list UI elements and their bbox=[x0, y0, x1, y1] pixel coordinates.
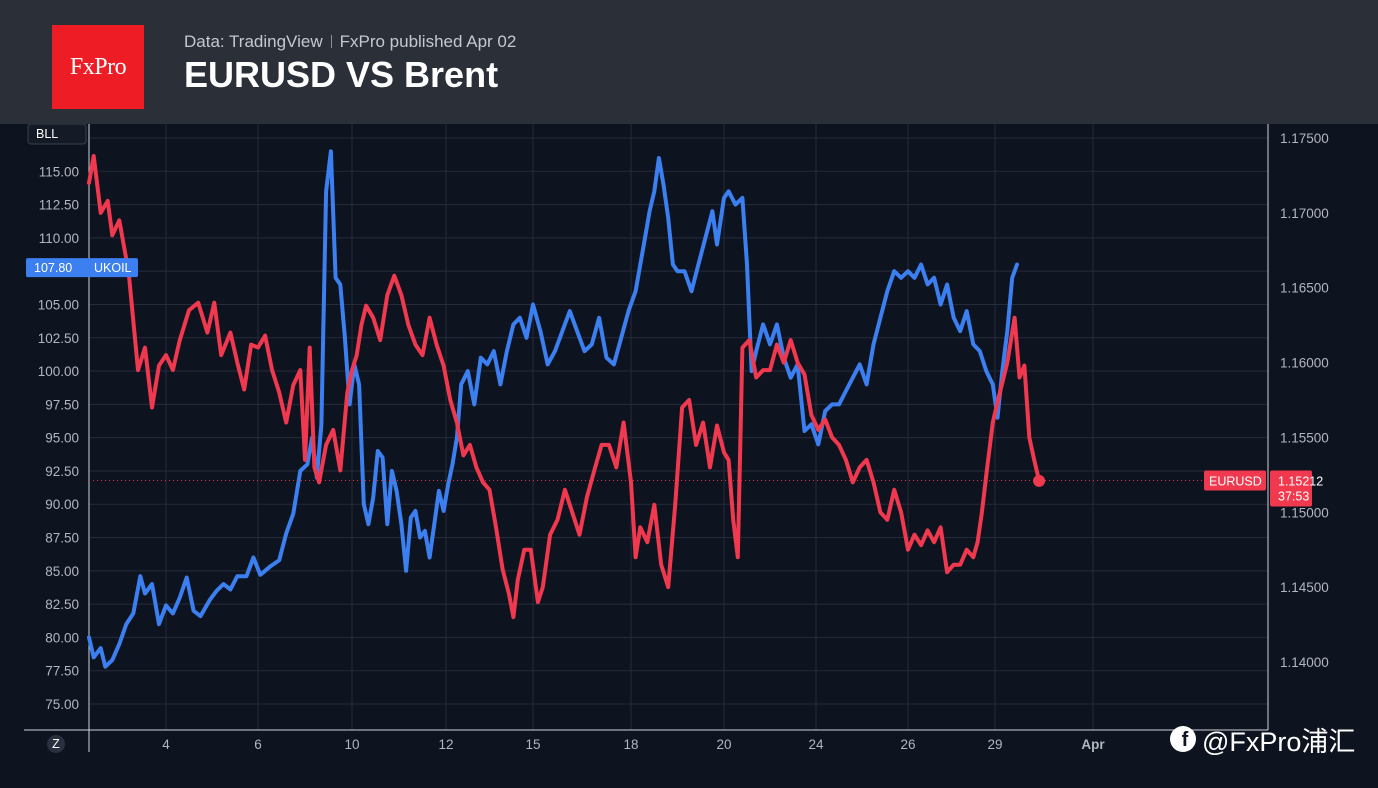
left-tick-label: 75.00 bbox=[45, 697, 79, 712]
series-line-ukoil bbox=[87, 149, 1019, 669]
axis-title-text: BLL bbox=[36, 127, 58, 141]
eurusd-countdown: 37:53 bbox=[1278, 490, 1309, 504]
ukoil-tag-box bbox=[26, 258, 138, 278]
separator bbox=[330, 35, 332, 48]
x-tick-label: 20 bbox=[716, 737, 731, 752]
axis-layer: 117.50115.00112.50110.00107.50105.00102.… bbox=[24, 124, 1329, 753]
x-tick-label: 18 bbox=[623, 737, 638, 752]
source-line: Data: TradingView FxPro published Apr 02 bbox=[184, 32, 516, 52]
header-bar: FxPro Data: TradingView FxPro published A… bbox=[0, 0, 1378, 124]
eurusd-name-box bbox=[1204, 470, 1266, 491]
left-tick-label: 87.50 bbox=[45, 531, 79, 546]
watermark-text: @FxPro浦汇 bbox=[1202, 726, 1356, 757]
chart-area[interactable]: 117.50115.00112.50110.00107.50105.00102.… bbox=[0, 124, 1378, 788]
left-tick-label: 82.50 bbox=[45, 597, 79, 612]
fxpro-logo: FxPro bbox=[52, 25, 144, 109]
right-tick-label: 1.15000 bbox=[1280, 505, 1329, 520]
page-title: EURUSD VS Brent bbox=[184, 54, 499, 95]
right-tick-label: 1.16500 bbox=[1280, 281, 1329, 296]
axis-title-box bbox=[27, 124, 87, 145]
x-tick-label: 24 bbox=[808, 737, 824, 752]
series-layer bbox=[87, 149, 1042, 669]
published-info: FxPro published Apr 02 bbox=[339, 32, 517, 51]
data-source: Data: TradingView bbox=[184, 32, 323, 51]
right-tick-label: 1.15500 bbox=[1280, 430, 1329, 445]
x-tick-label: 29 bbox=[987, 737, 1002, 752]
left-tick-label: 92.50 bbox=[45, 464, 79, 479]
eurusd-last-dot bbox=[1033, 474, 1046, 487]
left-tick-label: 90.00 bbox=[45, 497, 79, 512]
left-tick-label: 97.50 bbox=[45, 397, 79, 412]
chart-svg[interactable]: 117.50115.00112.50110.00107.50105.00102.… bbox=[0, 124, 1378, 788]
right-tick-label: 1.17500 bbox=[1280, 131, 1329, 146]
x-tick-label: 4 bbox=[162, 737, 170, 752]
eurusd-name-text: EURUSD bbox=[1209, 475, 1262, 489]
right-tick-label: 1.17000 bbox=[1280, 206, 1329, 221]
left-tick-label: 77.50 bbox=[45, 664, 79, 679]
grid-layer bbox=[89, 124, 1268, 730]
eurusd-last-value: 1.15212 bbox=[1278, 475, 1323, 489]
left-axis-title: BLL bbox=[27, 124, 87, 145]
eurusd-value-box bbox=[1270, 470, 1312, 507]
left-tick-label: 100.00 bbox=[38, 364, 79, 379]
scale-mode-circle bbox=[47, 735, 65, 753]
series-line-eurusd bbox=[87, 154, 1042, 620]
left-tick-label: 115.00 bbox=[39, 164, 79, 179]
right-tick-label: 1.16000 bbox=[1280, 356, 1329, 371]
x-tick-label: 26 bbox=[900, 737, 915, 752]
left-tick-label: 112.50 bbox=[39, 198, 79, 213]
x-tick-label: 10 bbox=[344, 737, 359, 752]
x-tick-label: 6 bbox=[254, 737, 262, 752]
left-tick-label: 110.00 bbox=[39, 231, 79, 246]
left-tick-label: 105.00 bbox=[38, 297, 79, 312]
eurusd-name-tag: EURUSD bbox=[1204, 470, 1266, 491]
right-tick-label: 1.14500 bbox=[1280, 580, 1329, 595]
left-tick-label: 95.00 bbox=[45, 431, 79, 446]
x-tick-label: 15 bbox=[525, 737, 540, 752]
x-tick-label: Apr bbox=[1081, 737, 1105, 752]
x-tick-label: 12 bbox=[438, 737, 453, 752]
ukoil-name-text: UKOIL bbox=[94, 261, 132, 275]
facebook-icon: f bbox=[1170, 726, 1196, 752]
scale-mode-button[interactable]: Z bbox=[47, 735, 65, 753]
scale-mode-label: Z bbox=[52, 737, 60, 751]
left-tick-label: 85.00 bbox=[45, 564, 79, 579]
right-tick-label: 1.14000 bbox=[1280, 655, 1329, 670]
left-tick-label: 80.00 bbox=[45, 630, 79, 645]
left-tick-label: 102.50 bbox=[38, 331, 79, 346]
watermark: f @FxPro浦汇 bbox=[1170, 722, 1356, 757]
ukoil-value-tag: 107.80 UKOIL bbox=[26, 258, 138, 278]
ukoil-last-value: 107.80 bbox=[34, 261, 72, 275]
